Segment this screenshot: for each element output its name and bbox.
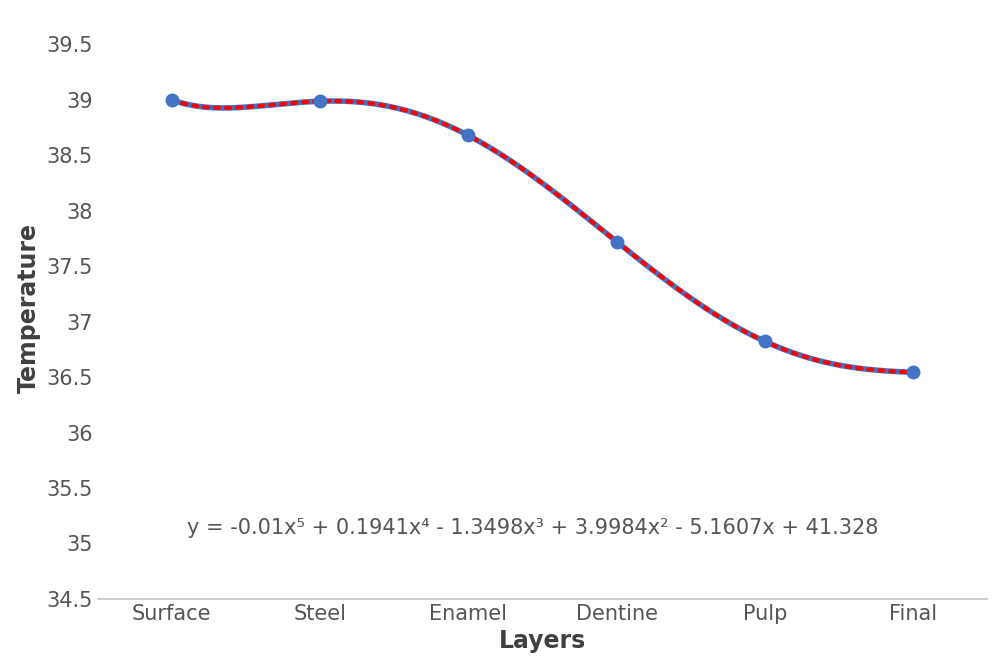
- Text: y = -0.01x⁵ + 0.1941x⁴ - 1.3498x³ + 3.9984x² - 5.1607x + 41.328: y = -0.01x⁵ + 0.1941x⁴ - 1.3498x³ + 3.99…: [187, 518, 877, 538]
- X-axis label: Layers: Layers: [498, 629, 586, 653]
- Y-axis label: Temperature: Temperature: [17, 223, 41, 393]
